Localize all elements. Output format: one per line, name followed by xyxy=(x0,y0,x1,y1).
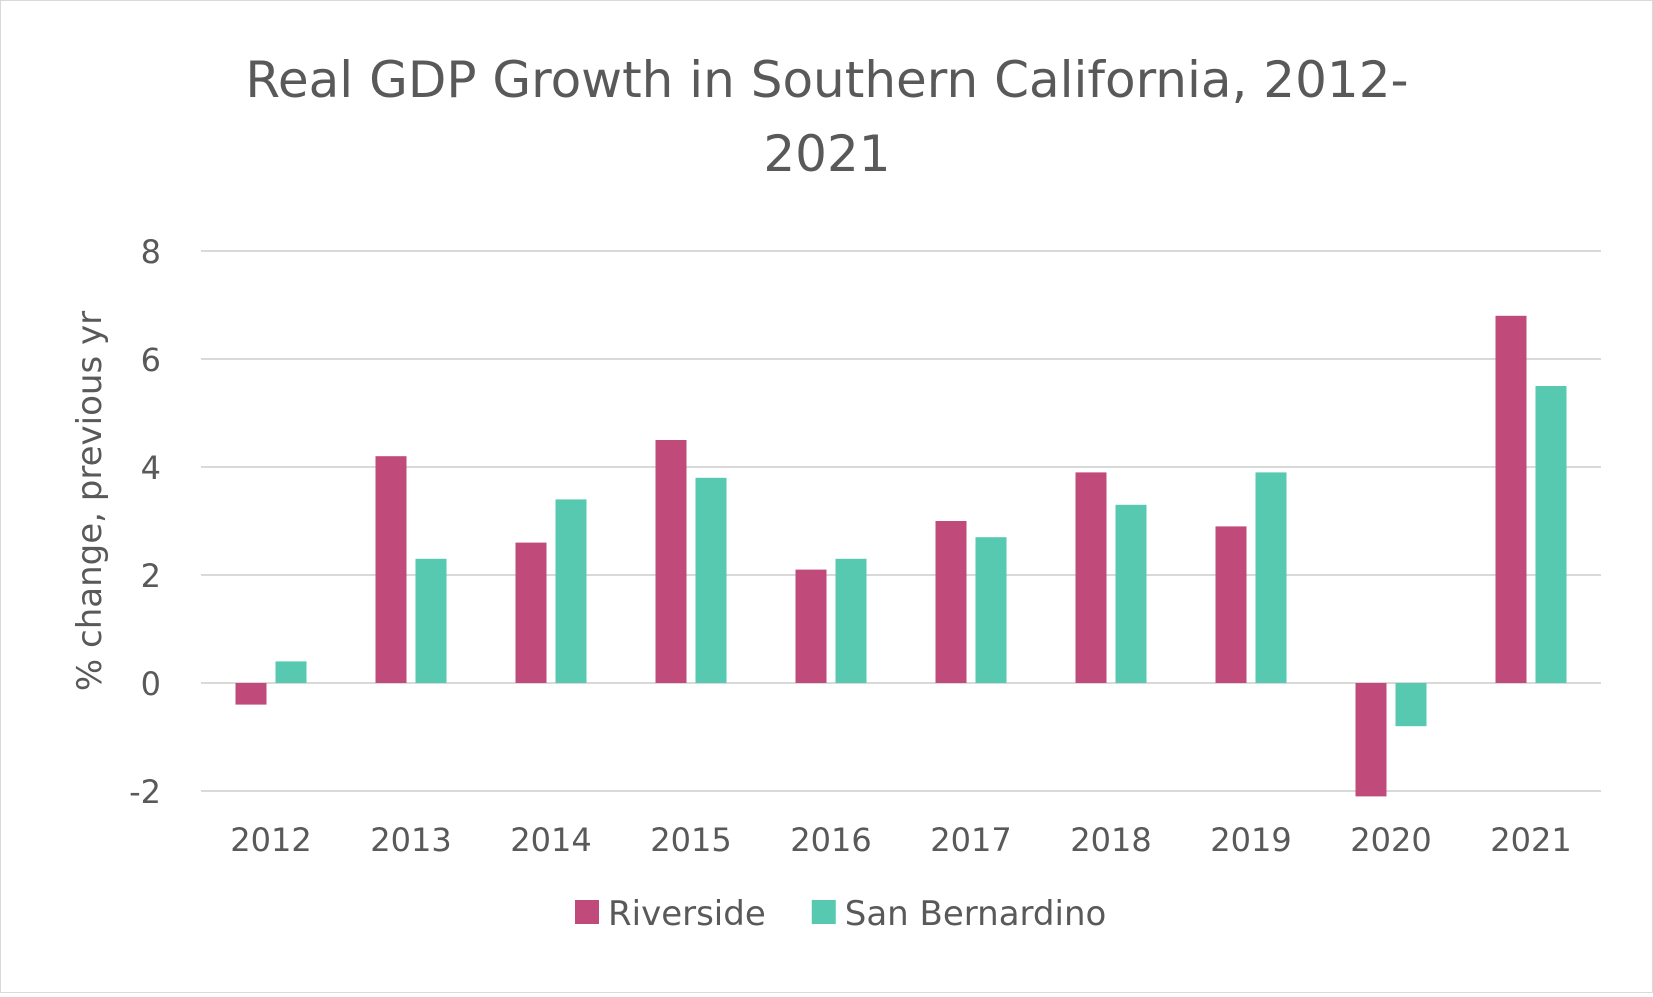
chart-title: Real GDP Growth in Southern California, … xyxy=(245,51,1408,183)
bar-san-bernardino-2018 xyxy=(1115,504,1147,683)
x-tick-label: 2020 xyxy=(1350,821,1431,859)
y-tick-label: 8 xyxy=(141,233,161,271)
chart-title-line-2: 2021 xyxy=(763,125,890,183)
legend: Riverside San Bernardino xyxy=(575,894,1106,934)
bar-san-bernardino-2020 xyxy=(1395,683,1427,727)
bar-riverside-2020 xyxy=(1355,683,1387,797)
x-tick-label: 2014 xyxy=(510,821,591,859)
bar-riverside-2014 xyxy=(515,542,547,683)
bar-san-bernardino-2021 xyxy=(1535,386,1567,683)
bar-san-bernardino-2017 xyxy=(975,537,1007,683)
bar-riverside-2013 xyxy=(375,456,407,683)
y-tick-label: -2 xyxy=(129,773,161,811)
legend-label-san-bernardino: San Bernardino xyxy=(845,894,1107,934)
y-tick-label: 6 xyxy=(141,341,161,379)
x-tick-label: 2015 xyxy=(650,821,731,859)
x-tick-label: 2021 xyxy=(1490,821,1571,859)
bar-riverside-2015 xyxy=(655,440,687,683)
y-axis-ticks: -2 0 2 4 6 8 xyxy=(129,233,161,811)
y-tick-label: 0 xyxy=(141,665,161,703)
chart-title-line-1: Real GDP Growth in Southern California, … xyxy=(245,51,1408,109)
bar-riverside-2012 xyxy=(235,683,267,705)
x-axis-ticks: 2012 2013 2014 2015 2016 2017 2018 2019 2020 2021 xyxy=(230,821,1571,859)
bar-riverside-2017 xyxy=(935,521,967,683)
x-tick-label: 2016 xyxy=(790,821,871,859)
bar-riverside-2021 xyxy=(1495,315,1527,683)
y-axis-label: % change, previous yr xyxy=(70,311,110,691)
bar-san-bernardino-2013 xyxy=(415,558,447,683)
bar-san-bernardino-2012 xyxy=(275,661,307,683)
bar-riverside-2016 xyxy=(795,569,827,683)
legend-label-riverside: Riverside xyxy=(608,894,766,934)
bar-san-bernardino-2019 xyxy=(1255,472,1287,683)
legend-swatch-riverside xyxy=(575,900,599,924)
x-tick-label: 2019 xyxy=(1210,821,1291,859)
gridlines xyxy=(201,250,1601,792)
bars xyxy=(235,315,1567,797)
bar-san-bernardino-2014 xyxy=(555,499,587,683)
y-tick-label: 2 xyxy=(141,557,161,595)
x-tick-label: 2013 xyxy=(370,821,451,859)
bar-riverside-2019 xyxy=(1215,526,1247,683)
x-tick-label: 2018 xyxy=(1070,821,1151,859)
bar-san-bernardino-2016 xyxy=(835,558,867,683)
bar-san-bernardino-2015 xyxy=(695,477,727,683)
x-tick-label: 2012 xyxy=(230,821,311,859)
legend-swatch-san-bernardino xyxy=(811,900,836,924)
y-tick-label: 4 xyxy=(141,449,161,487)
x-tick-label: 2017 xyxy=(930,821,1011,859)
bar-riverside-2018 xyxy=(1075,472,1107,683)
